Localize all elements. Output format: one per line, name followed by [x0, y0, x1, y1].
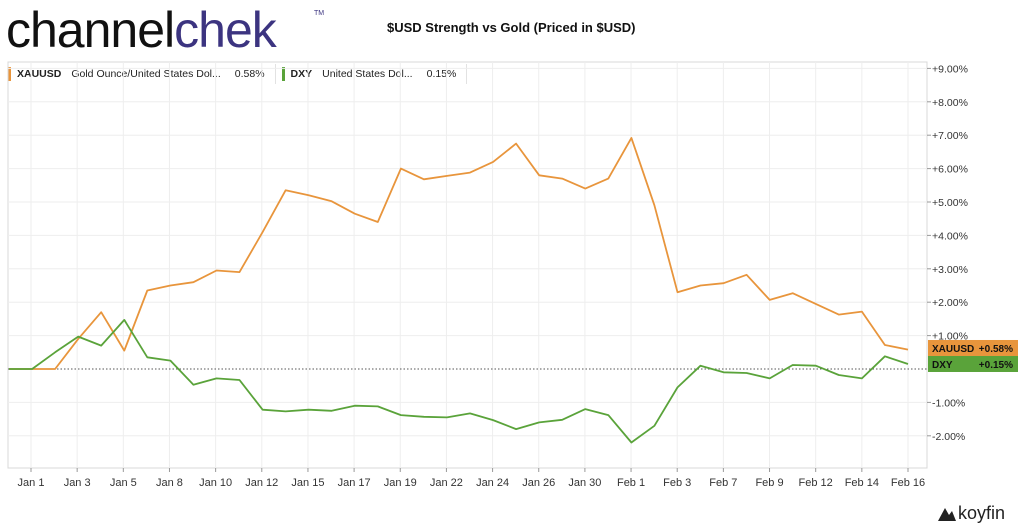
koyfin-logo: koyfin — [936, 503, 1005, 524]
legend-description: United States Dol... — [322, 68, 413, 80]
logo-part-2: chek — [174, 2, 277, 58]
legend-value: 0.58% — [234, 68, 265, 80]
x-tick-label: Jan 3 — [64, 477, 91, 489]
x-tick-label: Feb 16 — [891, 477, 925, 489]
legend-symbol: XAUUSD — [17, 68, 62, 80]
trademark-mark: TM — [314, 10, 325, 17]
y-tick-label: +7.00% — [932, 130, 968, 142]
channelchek-logo: channelchek — [6, 2, 277, 58]
plot-frame — [7, 61, 928, 469]
x-tick-label: Jan 8 — [156, 477, 183, 489]
y-tick-label: +5.00% — [932, 197, 968, 209]
y-tick-label: +9.00% — [932, 63, 968, 75]
x-tick-label: Jan 12 — [245, 477, 278, 489]
x-tick-label: Jan 24 — [476, 477, 509, 489]
x-tick-label: Feb 9 — [755, 477, 783, 489]
y-tick-label: +4.00% — [932, 230, 968, 242]
x-tick-label: Feb 1 — [617, 477, 645, 489]
koyfin-wordmark: koyfin — [958, 503, 1006, 523]
koyfin-mark-icon — [938, 507, 956, 521]
x-tick-label: Jan 5 — [110, 477, 137, 489]
chart-title: $USD Strength vs Gold (Priced in $USD) — [387, 20, 636, 35]
y-tick-label: +1.00% — [932, 331, 968, 343]
legend-value: 0.15% — [426, 68, 457, 80]
legend-swatch-xauusd — [8, 67, 11, 81]
x-tick-label: Jan 19 — [384, 477, 417, 489]
y-tick-label: +2.00% — [932, 297, 968, 309]
last-value-tag-dxy — [928, 355, 1018, 372]
x-tick-label: Jan 30 — [568, 477, 601, 489]
x-tick-label: Jan 10 — [199, 477, 232, 489]
x-tick-label: Feb 7 — [709, 477, 737, 489]
tag-value: +0.58% — [979, 344, 1013, 355]
y-tick-label: -1.00% — [932, 397, 965, 409]
y-tick-label: +8.00% — [932, 97, 968, 109]
x-tick-label: Feb 14 — [845, 477, 879, 489]
legend-swatch-dxy — [281, 67, 285, 81]
legend-symbol: DXY — [290, 68, 313, 80]
legend-item-dxy[interactable]: DXY United States Dol... 0.15% — [281, 64, 468, 84]
legend-description: Gold Ounce/United States Dol... — [71, 68, 221, 80]
y-tick-label: +3.00% — [932, 264, 968, 276]
y-tick-label: -2.00% — [932, 431, 965, 443]
x-tick-label: Jan 22 — [430, 477, 463, 489]
last-value-tag-xauusd — [928, 339, 1018, 356]
y-tick-label: +6.00% — [932, 164, 968, 176]
x-tick-label: Jan 17 — [338, 477, 371, 489]
legend-item-xauusd[interactable]: XAUUSD Gold Ounce/United States Dol... 0… — [8, 64, 276, 84]
chart-legend: XAUUSD Gold Ounce/United States Dol... 0… — [8, 64, 473, 84]
x-tick-label: Feb 12 — [799, 477, 833, 489]
series-line-xauusd — [9, 136, 909, 370]
series-line-dxy — [9, 318, 909, 444]
logo-part-1: channel — [6, 2, 175, 58]
x-tick-label: Jan 15 — [291, 477, 324, 489]
x-tick-label: Feb 3 — [663, 477, 691, 489]
tag-symbol: XAUUSD — [932, 344, 974, 355]
tag-value: +0.15% — [979, 360, 1013, 371]
x-tick-label: Jan 26 — [522, 477, 555, 489]
tag-symbol: DXY — [932, 360, 953, 371]
x-tick-label: Jan 1 — [18, 477, 45, 489]
